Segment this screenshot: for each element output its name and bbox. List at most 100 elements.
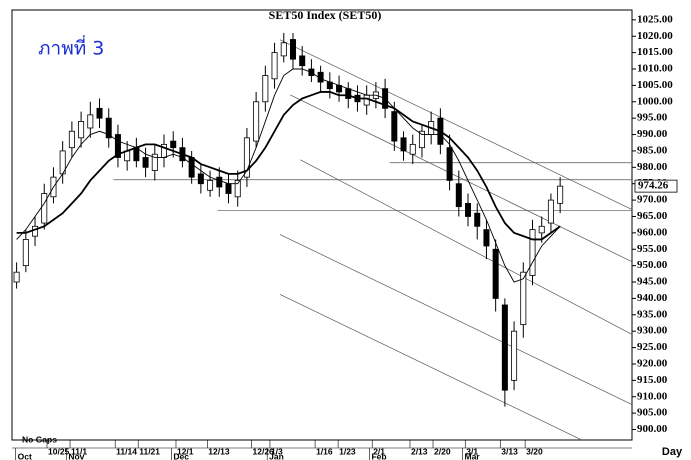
y-tick-label: 910.00 [637,390,668,402]
candle-body [234,180,241,198]
candle-body [363,94,370,106]
y-tick-label: 965.00 [637,210,668,222]
candle-body [280,42,287,57]
candle-body [262,75,269,103]
candle-body [68,130,75,149]
trend-line [279,234,633,405]
candle-body [32,225,39,237]
candle-body [474,212,481,227]
candle-body [299,55,306,67]
y-tick-label: 930.00 [637,325,668,337]
candle-body [197,173,204,185]
trend-line [290,94,633,263]
y-tick-label: 915.00 [637,374,668,386]
candle-body [538,225,545,234]
x-tick-label: 2/20 [434,446,451,456]
gap-note: No Gaps [22,434,57,444]
month-label: Nov [68,451,84,460]
trend-line [279,294,581,440]
y-tick-label: 900.00 [637,423,668,435]
candle-body [151,153,158,171]
x-tick-label: 1/16 [316,446,333,456]
candle-body [446,147,453,181]
candle-body [41,193,48,224]
candle-body [225,183,232,194]
candle-body [511,330,518,381]
candle-body [253,101,260,142]
candle-body [87,114,94,129]
candle-body [78,121,85,139]
annotation: ภาพที่ 3 [38,35,104,60]
x-unit: Day [662,446,683,458]
candle-body [465,202,472,217]
month-label: Dec [173,451,189,460]
y-tick-label: 1000.00 [637,95,673,107]
y-tick-label: 945.00 [637,276,668,288]
trend-line [279,39,633,210]
candle-body [133,147,140,162]
x-tick-label: 12/1 [177,446,194,456]
x-tick-label: 1/3 [271,446,283,456]
candle-body [520,271,527,326]
y-tick-label: 950.00 [637,259,668,271]
y-tick-label: 1015.00 [637,46,673,58]
y-tick-label: 995.00 [637,112,668,124]
x-tick-label: 11/21 [139,446,160,456]
candle-body [418,130,425,149]
y-tick-label: 905.00 [637,407,668,419]
candle-body [391,111,398,142]
candle-body [409,143,416,155]
candle-body [207,180,214,191]
candle-body [22,239,29,267]
candle-body [114,134,121,158]
chart-title: SET50 Index (SET50) [269,8,382,22]
x-tick-label: 3/20 [526,446,543,456]
x-tick-label: 2/1 [373,446,385,456]
y-tick-label: 940.00 [637,292,668,304]
x-tick-label: 2/13 [411,446,428,456]
month-label: Feb [371,451,386,460]
x-tick-label: 10/25 [48,446,70,456]
candle-body [243,137,250,178]
x-tick-label: 3/13 [501,446,518,456]
candle-body [96,107,103,119]
candle-body [13,271,20,283]
y-tick-label: 925.00 [637,341,668,353]
trend-line [300,159,633,335]
candle-body [170,140,177,149]
candle-body [483,229,490,247]
candle-body [105,117,112,139]
candle-body [547,199,554,224]
y-tick-label: 955.00 [637,243,668,255]
y-tick-label: 920.00 [637,357,668,369]
y-tick-label: 1010.00 [637,63,673,75]
candle-body [188,157,195,178]
y-tick-label: 1025.00 [637,13,673,25]
candle-body [289,39,296,60]
candle-body [271,52,278,80]
candle-body [216,176,223,188]
x-tick-label: 11/1 [71,446,87,456]
y-tick-label: 990.00 [637,128,668,140]
y-tick-label: 960.00 [637,226,668,238]
x-tick-label: 12/13 [208,446,230,456]
month-label: Oct [18,451,32,460]
y-tick-label: 985.00 [637,144,668,156]
last-price-box [634,179,678,193]
y-tick-label: 1005.00 [637,79,673,91]
y-tick-label: 935.00 [637,308,668,320]
month-label: Jan [269,451,284,460]
x-tick-label: 12/26 [253,446,275,456]
y-tick-label: 1020.00 [637,30,673,42]
x-tick-label: 1/23 [339,446,356,456]
candle-body [455,183,462,208]
ma-slow [16,91,561,241]
candle-body [492,248,499,299]
ma-fast [16,68,561,283]
x-tick-label: 11/14 [116,446,137,456]
candle-body [142,157,149,168]
candle-body [400,137,407,152]
plot-frame [11,9,633,441]
x-tick-label: 3/1 [466,446,478,456]
